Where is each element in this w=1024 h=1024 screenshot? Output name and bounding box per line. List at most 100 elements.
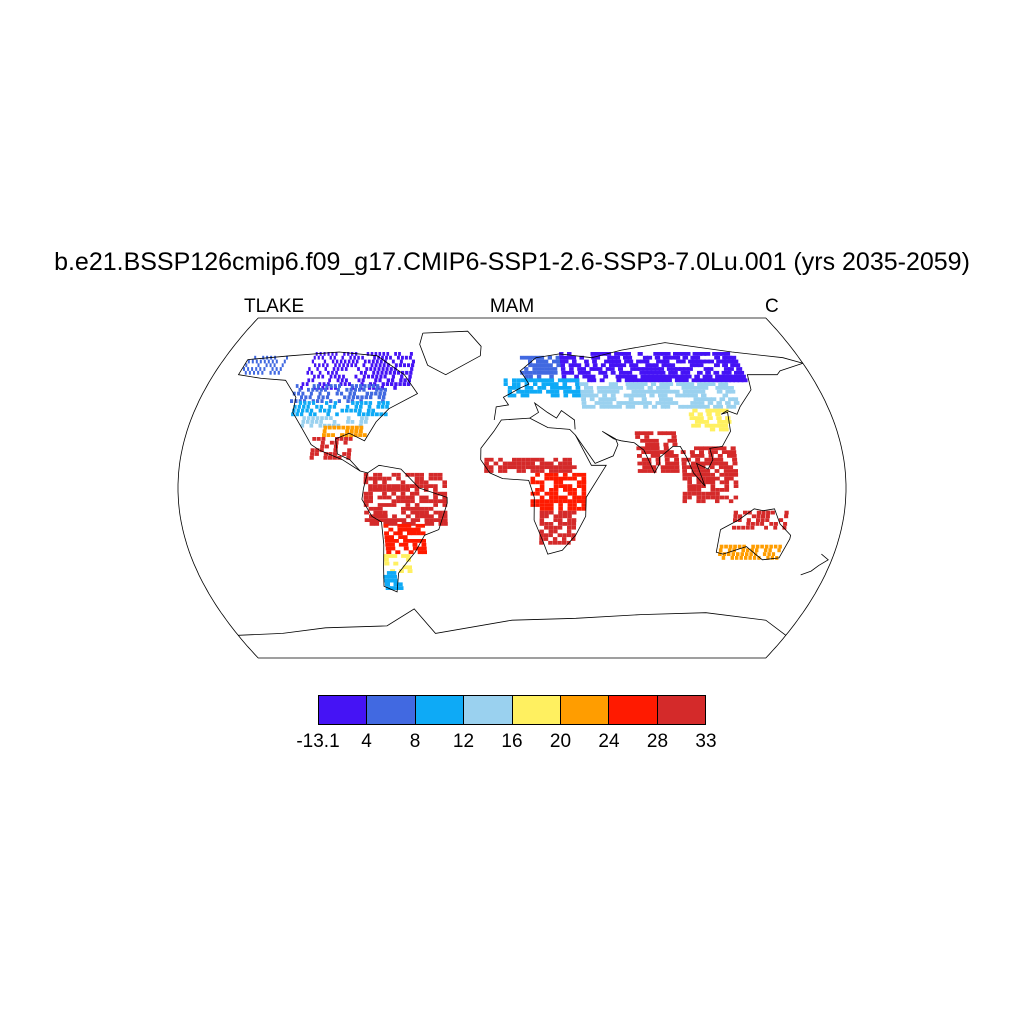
grid-cell — [512, 465, 517, 470]
region-northern-us — [291, 401, 390, 417]
grid-cell — [321, 374, 325, 379]
grid-cell — [688, 359, 694, 364]
colorbar-box — [559, 695, 610, 725]
grid-cell — [673, 374, 679, 379]
grid-cell — [642, 367, 648, 371]
grid-cell — [736, 367, 743, 371]
grid-cell — [608, 404, 614, 409]
grid-cell — [717, 420, 723, 424]
grid-cell — [595, 355, 601, 360]
grid-cell — [562, 533, 567, 538]
grid-cell — [623, 370, 628, 375]
grid-cell — [359, 370, 363, 375]
grid-cell — [327, 352, 330, 356]
grid-cell — [306, 404, 310, 409]
grid-cell — [657, 352, 663, 356]
grid-cell — [634, 386, 640, 390]
grid-cell — [419, 480, 424, 485]
grid-cell — [663, 397, 669, 402]
grid-cell — [682, 389, 689, 394]
grid-cell — [312, 437, 317, 441]
grid-cell — [574, 374, 579, 379]
grid-cell — [683, 367, 689, 371]
grid-cell — [540, 370, 546, 375]
grid-cell — [728, 499, 734, 504]
grid-cell — [325, 384, 329, 388]
grid-cell — [646, 461, 652, 466]
grid-cell — [602, 393, 608, 398]
grid-cell — [380, 404, 385, 409]
grid-cell — [738, 514, 743, 519]
grid-cell — [525, 461, 531, 466]
grid-cell — [748, 556, 752, 560]
region-southern-africa — [539, 510, 577, 545]
grid-cell — [381, 401, 386, 405]
grid-cell — [373, 518, 379, 522]
grid-cell — [704, 359, 710, 364]
grid-cell — [614, 389, 620, 394]
grid-cell — [503, 382, 508, 386]
grid-cell — [724, 488, 730, 492]
grid-cell — [372, 488, 378, 492]
grid-cell — [382, 476, 387, 481]
grid-cell — [777, 548, 781, 553]
grid-cell — [433, 495, 438, 500]
grid-cell — [620, 401, 626, 405]
grid-cell — [561, 374, 567, 379]
grid-cell — [587, 378, 592, 383]
grid-cell — [410, 510, 416, 515]
grid-cell — [370, 352, 374, 356]
grid-cell — [540, 359, 545, 364]
grid-cell — [544, 506, 549, 511]
grid-cell — [564, 359, 569, 364]
grid-cell — [305, 382, 309, 386]
grid-cell — [540, 363, 545, 368]
grid-cell — [549, 488, 554, 492]
grid-cell — [303, 401, 307, 405]
grid-cell — [283, 359, 286, 364]
grid-cell — [616, 378, 622, 383]
grid-cell — [629, 401, 635, 405]
grid-cell — [386, 571, 392, 575]
grid-cell — [378, 518, 384, 522]
grid-cell — [346, 399, 350, 403]
grid-cell — [357, 355, 360, 360]
grid-cell — [371, 374, 375, 379]
grid-cell — [591, 378, 597, 383]
grid-cell — [554, 382, 559, 386]
grid-cell — [661, 431, 667, 436]
grid-cell — [663, 446, 669, 451]
grid-cell — [705, 480, 711, 485]
grid-cell — [728, 472, 734, 477]
grid-cell — [606, 352, 612, 356]
grid-cell — [385, 401, 390, 405]
grid-cell — [386, 495, 392, 500]
grid-cell — [364, 370, 367, 375]
grid-cell — [363, 420, 368, 424]
grid-cell — [725, 389, 732, 394]
grid-cell — [560, 367, 566, 371]
grid-cell — [558, 469, 563, 473]
grid-cell — [722, 355, 729, 360]
grid-cell — [581, 472, 587, 477]
grid-cell — [386, 352, 390, 356]
grid-cell — [402, 363, 406, 368]
grid-cell — [562, 522, 567, 526]
grid-cell — [676, 359, 682, 364]
grid-cell — [736, 552, 740, 556]
grid-cell — [363, 495, 369, 500]
grid-cell — [719, 488, 725, 492]
grid-cell — [361, 378, 365, 383]
grid-cell — [420, 531, 426, 536]
grid-cell — [543, 533, 549, 538]
grid-cell — [387, 518, 393, 522]
grid-cell — [311, 359, 314, 364]
grid-cell — [390, 546, 396, 551]
grid-cell — [317, 374, 320, 379]
grid-cell — [665, 389, 671, 394]
grid-cell — [351, 401, 355, 405]
grid-cell — [387, 503, 392, 507]
grid-cell — [339, 437, 344, 441]
grid-cell — [540, 367, 545, 371]
grid-cell — [723, 386, 730, 390]
